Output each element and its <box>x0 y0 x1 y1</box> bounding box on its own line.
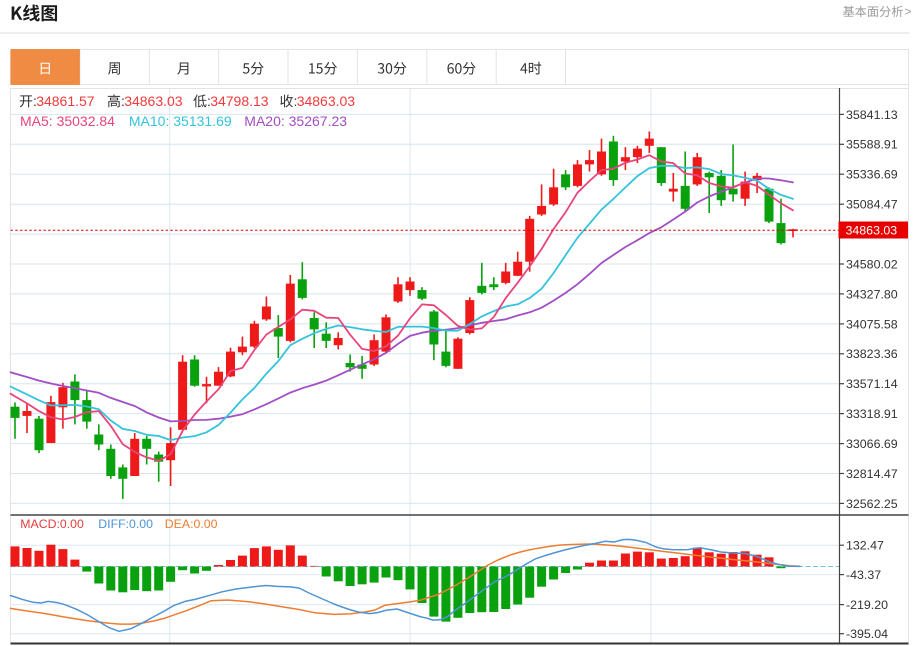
svg-text:DEA:0.00: DEA:0.00 <box>165 517 218 531</box>
svg-text:MA20: 35267.23: MA20: 35267.23 <box>244 113 347 129</box>
svg-text::: : <box>294 93 298 109</box>
svg-text:32562.25: 32562.25 <box>846 497 898 511</box>
svg-text:33318.91: 33318.91 <box>846 407 898 421</box>
svg-text::: : <box>207 93 211 109</box>
svg-text:34863.03: 34863.03 <box>297 93 356 109</box>
svg-text:35084.47: 35084.47 <box>846 198 898 212</box>
svg-text:34863.03: 34863.03 <box>846 223 898 237</box>
svg-text::: : <box>33 93 37 109</box>
svg-text:35841.13: 35841.13 <box>846 108 898 122</box>
svg-text:34580.02: 34580.02 <box>846 257 898 271</box>
svg-text:34861.57: 34861.57 <box>36 93 95 109</box>
svg-text:35588.91: 35588.91 <box>846 138 898 152</box>
svg-text:32814.47: 32814.47 <box>846 467 898 481</box>
svg-text:34863.03: 34863.03 <box>124 93 183 109</box>
svg-text:34327.80: 34327.80 <box>846 287 898 301</box>
svg-text:>: > <box>905 5 912 19</box>
svg-text::: : <box>121 93 125 109</box>
svg-text:35336.69: 35336.69 <box>846 168 898 182</box>
svg-text:-395.04: -395.04 <box>846 627 888 641</box>
svg-text:132.47: 132.47 <box>846 539 884 553</box>
svg-text:MA10: 35131.69: MA10: 35131.69 <box>129 113 232 129</box>
svg-text:34075.58: 34075.58 <box>846 317 898 331</box>
svg-text:33823.36: 33823.36 <box>846 347 898 361</box>
svg-text:-219.20: -219.20 <box>846 598 888 612</box>
svg-text:-43.37: -43.37 <box>846 568 881 582</box>
svg-text:MACD:0.00: MACD:0.00 <box>20 517 84 531</box>
svg-text:33571.14: 33571.14 <box>846 377 898 391</box>
svg-text:DIFF:0.00: DIFF:0.00 <box>98 517 153 531</box>
svg-text:MA5: 35032.84: MA5: 35032.84 <box>20 113 115 129</box>
svg-text:33066.69: 33066.69 <box>846 437 898 451</box>
svg-text:34798.13: 34798.13 <box>210 93 269 109</box>
